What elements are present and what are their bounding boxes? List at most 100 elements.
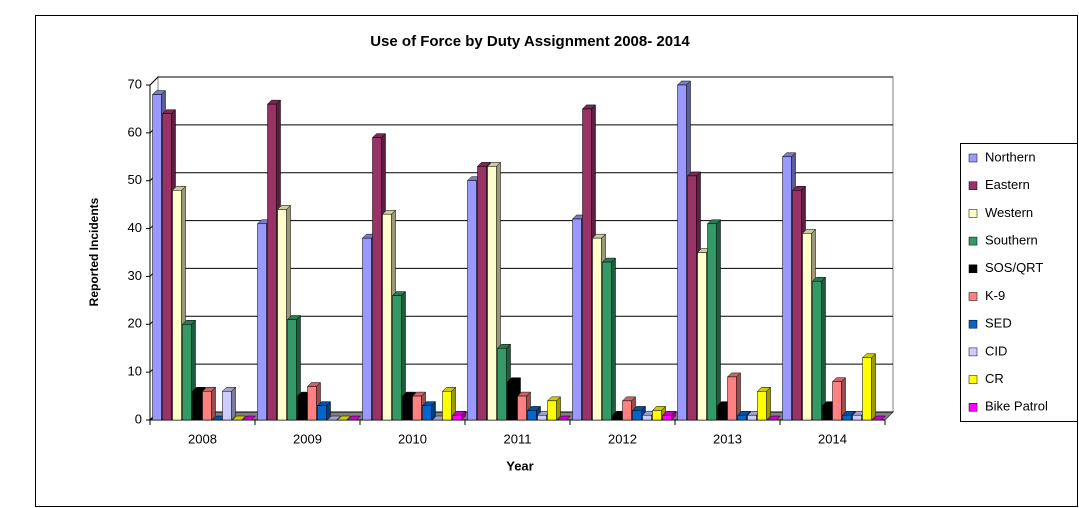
x-axis-label: Year: [506, 458, 533, 473]
bar: [172, 190, 182, 421]
bar: [467, 180, 477, 421]
x-tick-label: 2010: [398, 431, 427, 446]
bar: [677, 84, 687, 421]
legend-label: Eastern: [985, 177, 1030, 192]
bar: [717, 405, 727, 421]
bar: [487, 166, 497, 421]
bar-side: [231, 386, 236, 421]
bar: [372, 137, 382, 421]
bar: [257, 223, 267, 421]
bar: [412, 395, 422, 421]
bar: [782, 156, 792, 421]
x-tick-label: 2008: [188, 431, 217, 446]
bar: [632, 410, 642, 421]
bar-top: [871, 415, 887, 421]
bar: [382, 213, 392, 421]
y-tick-label: 10: [128, 364, 142, 379]
bar: [727, 376, 737, 421]
bar: [152, 94, 162, 421]
bar: [842, 414, 852, 421]
y-axis-label: Reported Incidents: [87, 197, 101, 306]
bar: [812, 280, 822, 421]
legend-swatch: [968, 347, 978, 357]
bar-side: [871, 353, 876, 421]
bar: [757, 391, 767, 421]
bar: [362, 237, 372, 421]
legend-swatch: [968, 319, 978, 329]
bar-side: [211, 386, 216, 421]
legend-label: SOS/QRT: [985, 260, 1043, 275]
legend-swatch: [968, 181, 978, 190]
bar-side: [716, 219, 721, 421]
x-tick-label: 2013: [713, 431, 742, 446]
bar: [192, 391, 202, 421]
bar: [602, 261, 612, 421]
legend-swatch: [968, 403, 978, 412]
grid-line: [149, 76, 893, 86]
y-tick-label: 30: [128, 268, 142, 283]
y-tick-label: 60: [128, 124, 142, 139]
legend-label: CID: [985, 343, 1007, 358]
bar-top: [556, 415, 572, 421]
bar: [862, 357, 872, 421]
legend-label: CR: [985, 371, 1004, 386]
bar-top: [231, 415, 247, 421]
legend-label: Northern: [985, 149, 1036, 164]
bar-side: [766, 386, 771, 421]
bar: [707, 223, 717, 421]
bar: [662, 414, 672, 421]
bar: [392, 295, 402, 421]
bar-top: [346, 415, 362, 421]
bar: [802, 233, 812, 421]
bar: [507, 381, 517, 421]
bar: [737, 414, 747, 421]
legend-label: K-9: [985, 288, 1005, 303]
bar: [497, 347, 507, 421]
bar: [592, 237, 602, 421]
bar: [317, 405, 327, 421]
bar: [307, 386, 317, 421]
x-tick-label: 2012: [608, 431, 637, 446]
bar-top: [336, 415, 352, 421]
bar: [822, 405, 832, 421]
bar: [697, 252, 707, 421]
y-tick-label: 40: [128, 220, 142, 235]
bar: [612, 414, 622, 421]
bar: [402, 395, 412, 421]
bar: [222, 391, 232, 421]
legend-label: Bike Patrol: [985, 399, 1048, 414]
legend-swatch: [968, 292, 978, 301]
bar-top: [766, 415, 782, 421]
legend-box: [960, 143, 1078, 422]
bar: [642, 414, 652, 421]
legend-swatch: [968, 153, 978, 163]
bar: [297, 395, 307, 421]
bar: [572, 218, 582, 421]
bar: [182, 324, 192, 421]
y-tick-label: 70: [128, 76, 142, 91]
bar: [267, 103, 277, 421]
bar: [517, 395, 527, 421]
bar: [202, 391, 212, 421]
legend-swatch: [968, 375, 978, 384]
legend-swatch: [968, 264, 978, 274]
y-tick-label: 50: [128, 172, 142, 187]
bar: [852, 414, 862, 421]
legend-label: Southern: [985, 233, 1038, 248]
chart-title: Use of Force by Duty Assignment 2008- 20…: [370, 33, 690, 50]
x-tick-label: 2014: [818, 431, 847, 446]
bar: [477, 166, 487, 421]
bar-side: [821, 276, 826, 421]
legend-swatch: [968, 236, 978, 246]
bar: [832, 381, 842, 421]
bar: [582, 108, 592, 421]
bar-top: [326, 415, 342, 421]
legend-swatch: [968, 209, 978, 218]
legend-label: SED: [985, 316, 1012, 331]
bar: [442, 391, 452, 421]
bar: [422, 405, 432, 421]
bar: [287, 319, 297, 421]
bar: [792, 190, 802, 421]
